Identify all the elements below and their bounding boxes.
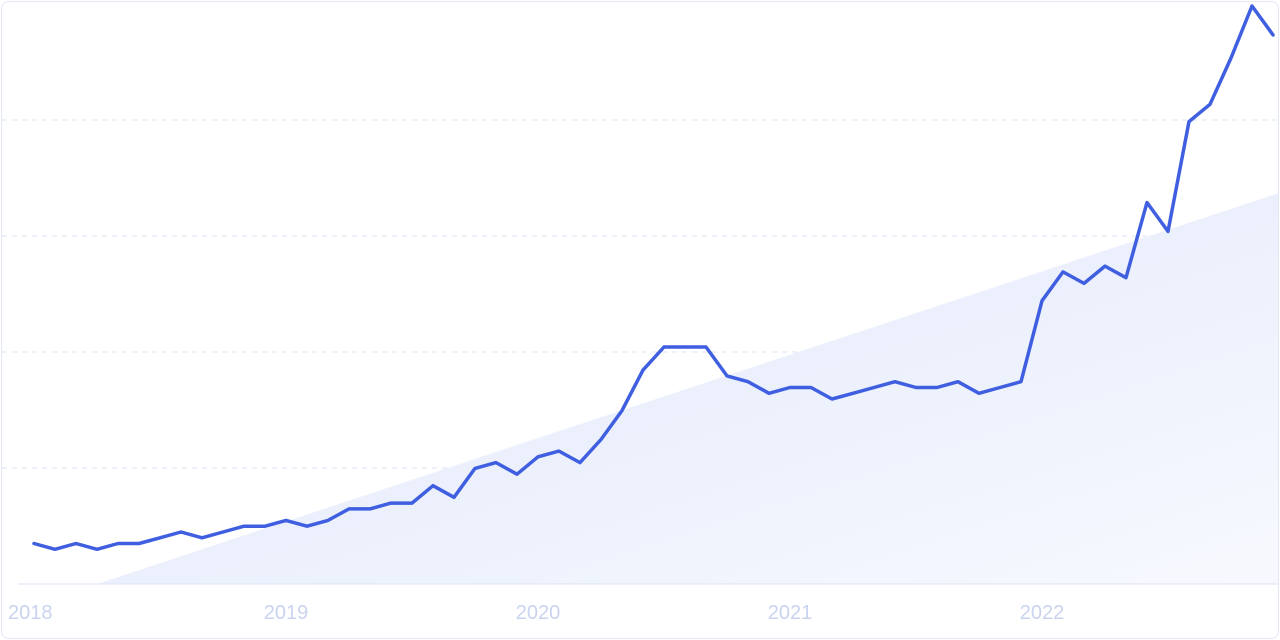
trend-area-fill xyxy=(97,193,1278,584)
x-tick-label: 2019 xyxy=(264,602,309,624)
x-tick-label: 2018 xyxy=(8,602,53,624)
x-tick-label: 2020 xyxy=(516,602,561,624)
series-line xyxy=(32,4,1275,552)
trend-area xyxy=(97,193,1278,584)
series-layer xyxy=(32,4,1275,552)
x-tick-label: 2022 xyxy=(1020,602,1065,624)
x-axis: 2018 2019 2020 2021 2022 xyxy=(8,583,1278,624)
x-tick-label: 2021 xyxy=(768,602,813,624)
